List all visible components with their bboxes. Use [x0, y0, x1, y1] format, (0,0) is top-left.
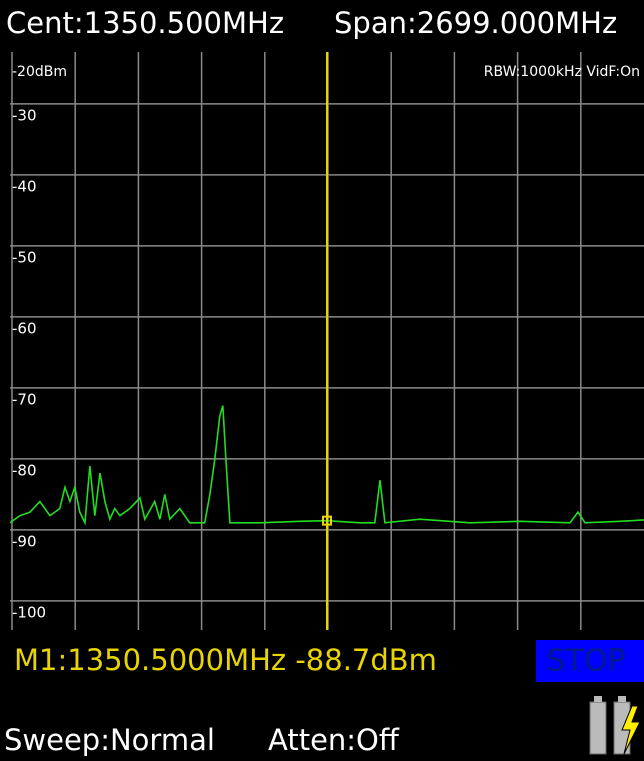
attenuation: Atten:Off — [268, 723, 400, 757]
y-tick-label: -70 — [12, 390, 37, 408]
battery-icon — [589, 696, 641, 755]
settings-label: RBW:1000kHz VidF:On — [484, 64, 640, 80]
reference-level: -20dBm — [12, 64, 67, 80]
marker-point — [322, 515, 332, 526]
status: STOP — [546, 644, 625, 679]
y-tick-label: -30 — [12, 106, 37, 124]
sweep-mode: Sweep:Normal — [4, 723, 215, 757]
y-tick-label: -80 — [12, 461, 37, 479]
y-tick-label: -40 — [12, 177, 37, 195]
plot: -30 -40 -50 -60 -70 -80 -90 -100 — [9, 52, 644, 630]
y-tick-label: -60 — [12, 319, 37, 337]
y-tick-label: -90 — [12, 532, 37, 550]
span: Span:2699.000MHz — [334, 6, 617, 40]
trace — [9, 405, 644, 526]
y-tick-label: -50 — [12, 248, 37, 266]
status-box — [536, 640, 644, 682]
marker-readout: M1:1350.5000MHz -88.7dBm — [14, 643, 437, 677]
y-tick-label: -100 — [12, 603, 46, 621]
center-frequency: Cent:1350.500MHz — [6, 6, 284, 40]
